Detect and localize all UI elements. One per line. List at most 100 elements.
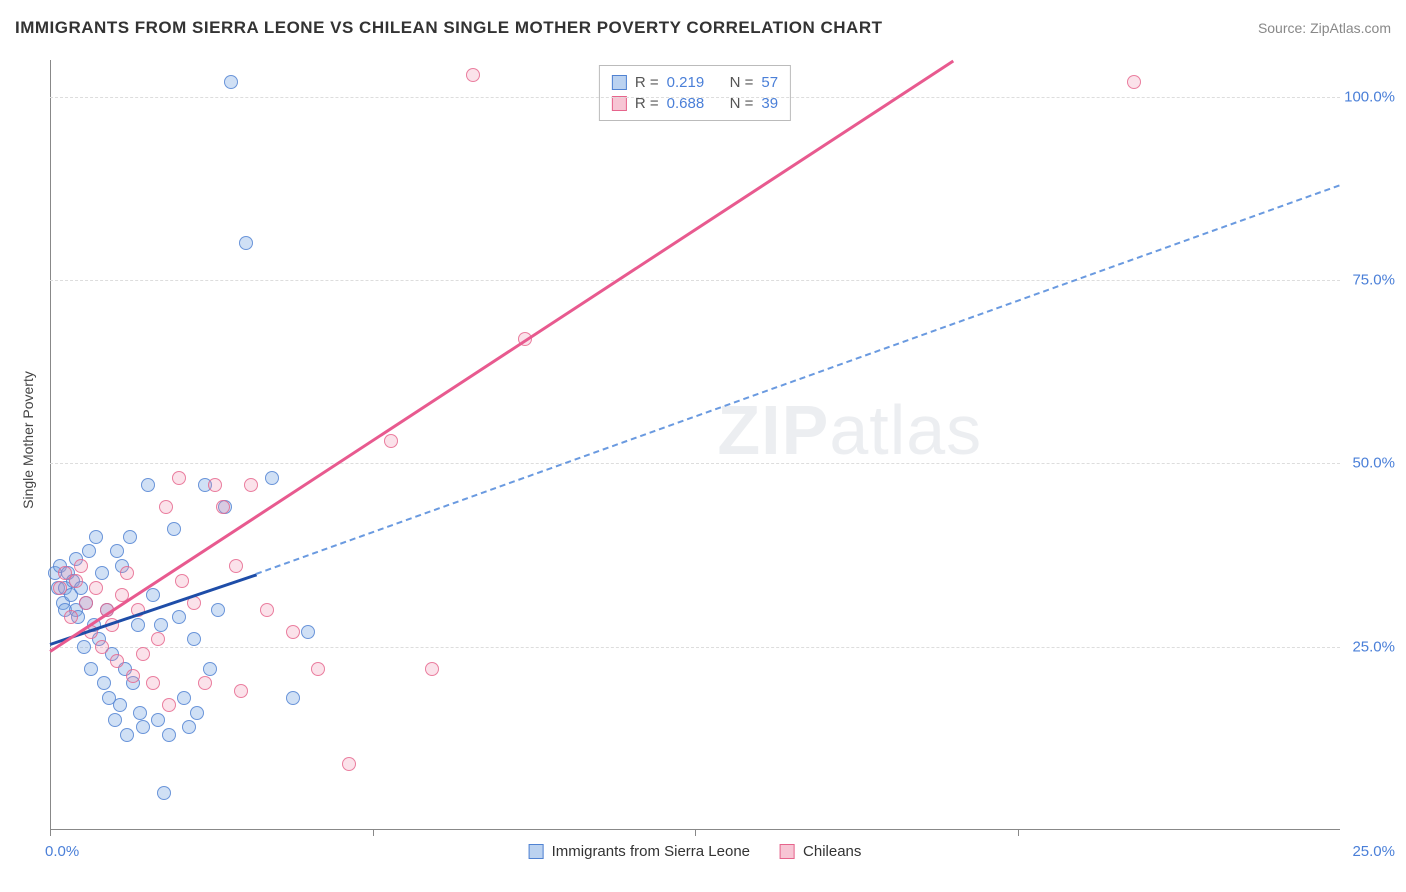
scatter-point (110, 544, 124, 558)
scatter-point (260, 603, 274, 617)
series-label: Chileans (803, 843, 861, 860)
scatter-chart: ZIPatlas R =0.219N =57R =0.688N =39 Immi… (50, 60, 1340, 830)
chart-title: IMMIGRANTS FROM SIERRA LEONE VS CHILEAN … (15, 18, 883, 38)
scatter-point (89, 530, 103, 544)
r-value: 0.219 (667, 74, 722, 91)
scatter-point (286, 625, 300, 639)
scatter-point (151, 713, 165, 727)
scatter-point (190, 706, 204, 720)
scatter-point (146, 676, 160, 690)
scatter-point (203, 662, 217, 676)
trend-line (256, 185, 1340, 576)
scatter-point (64, 610, 78, 624)
y-axis-line (50, 60, 51, 830)
scatter-point (108, 713, 122, 727)
y-tick-label: 50.0% (1352, 455, 1395, 472)
scatter-point (154, 618, 168, 632)
scatter-point (84, 662, 98, 676)
series-label: Immigrants from Sierra Leone (552, 843, 750, 860)
scatter-point (157, 786, 171, 800)
scatter-point (384, 434, 398, 448)
scatter-point (136, 720, 150, 734)
watermark: ZIPatlas (717, 390, 982, 470)
n-label: N = (730, 74, 754, 91)
scatter-point (234, 684, 248, 698)
scatter-point (466, 68, 480, 82)
scatter-point (216, 500, 230, 514)
scatter-point (82, 544, 96, 558)
x-tick (1018, 830, 1019, 836)
scatter-point (342, 757, 356, 771)
scatter-point (172, 471, 186, 485)
scatter-point (146, 588, 160, 602)
scatter-point (113, 698, 127, 712)
scatter-point (110, 654, 124, 668)
scatter-point (79, 596, 93, 610)
scatter-point (141, 478, 155, 492)
scatter-point (211, 603, 225, 617)
scatter-point (301, 625, 315, 639)
scatter-point (1127, 75, 1141, 89)
scatter-point (151, 632, 165, 646)
scatter-point (187, 632, 201, 646)
scatter-point (77, 640, 91, 654)
series-legend: Immigrants from Sierra Leone Chileans (529, 843, 862, 860)
x-tick (50, 830, 51, 836)
scatter-point (97, 676, 111, 690)
scatter-point (162, 728, 176, 742)
scatter-point (224, 75, 238, 89)
trend-line (49, 60, 953, 652)
scatter-point (133, 706, 147, 720)
scatter-point (172, 610, 186, 624)
scatter-point (120, 566, 134, 580)
legend-row: R = 0.219 N = 57 (612, 72, 778, 93)
legend-swatch (780, 844, 795, 859)
scatter-point (159, 500, 173, 514)
scatter-point (286, 691, 300, 705)
series-legend-item: Immigrants from Sierra Leone (529, 843, 750, 860)
gridline (50, 280, 1340, 281)
scatter-point (74, 559, 88, 573)
scatter-point (167, 522, 181, 536)
scatter-point (120, 728, 134, 742)
scatter-point (162, 698, 176, 712)
scatter-point (89, 581, 103, 595)
scatter-point (425, 662, 439, 676)
correlation-legend: R =0.219N =57R =0.688N =39 (599, 65, 791, 121)
series-legend-item: Chileans (780, 843, 861, 860)
n-value: 57 (761, 74, 778, 91)
y-axis-label: Single Mother Poverty (20, 371, 36, 509)
legend-swatch (612, 96, 627, 111)
gridline (50, 463, 1340, 464)
scatter-point (95, 566, 109, 580)
scatter-point (208, 478, 222, 492)
x-tick (695, 830, 696, 836)
x-tick (373, 830, 374, 836)
scatter-point (95, 640, 109, 654)
scatter-point (175, 574, 189, 588)
scatter-point (131, 618, 145, 632)
y-tick-label: 75.0% (1352, 272, 1395, 289)
gridline (50, 647, 1340, 648)
scatter-point (244, 478, 258, 492)
scatter-point (69, 574, 83, 588)
r-label: R = (635, 74, 659, 91)
scatter-point (136, 647, 150, 661)
scatter-point (311, 662, 325, 676)
scatter-point (198, 676, 212, 690)
x-axis-min-label: 0.0% (45, 843, 79, 860)
scatter-point (182, 720, 196, 734)
scatter-point (123, 530, 137, 544)
legend-swatch (612, 75, 627, 90)
scatter-point (229, 559, 243, 573)
scatter-point (239, 236, 253, 250)
x-axis-max-label: 25.0% (1352, 843, 1395, 860)
scatter-point (53, 581, 67, 595)
scatter-point (265, 471, 279, 485)
gridline (50, 97, 1340, 98)
y-tick-label: 25.0% (1352, 638, 1395, 655)
scatter-point (126, 669, 140, 683)
legend-swatch (529, 844, 544, 859)
scatter-point (177, 691, 191, 705)
y-tick-label: 100.0% (1344, 88, 1395, 105)
